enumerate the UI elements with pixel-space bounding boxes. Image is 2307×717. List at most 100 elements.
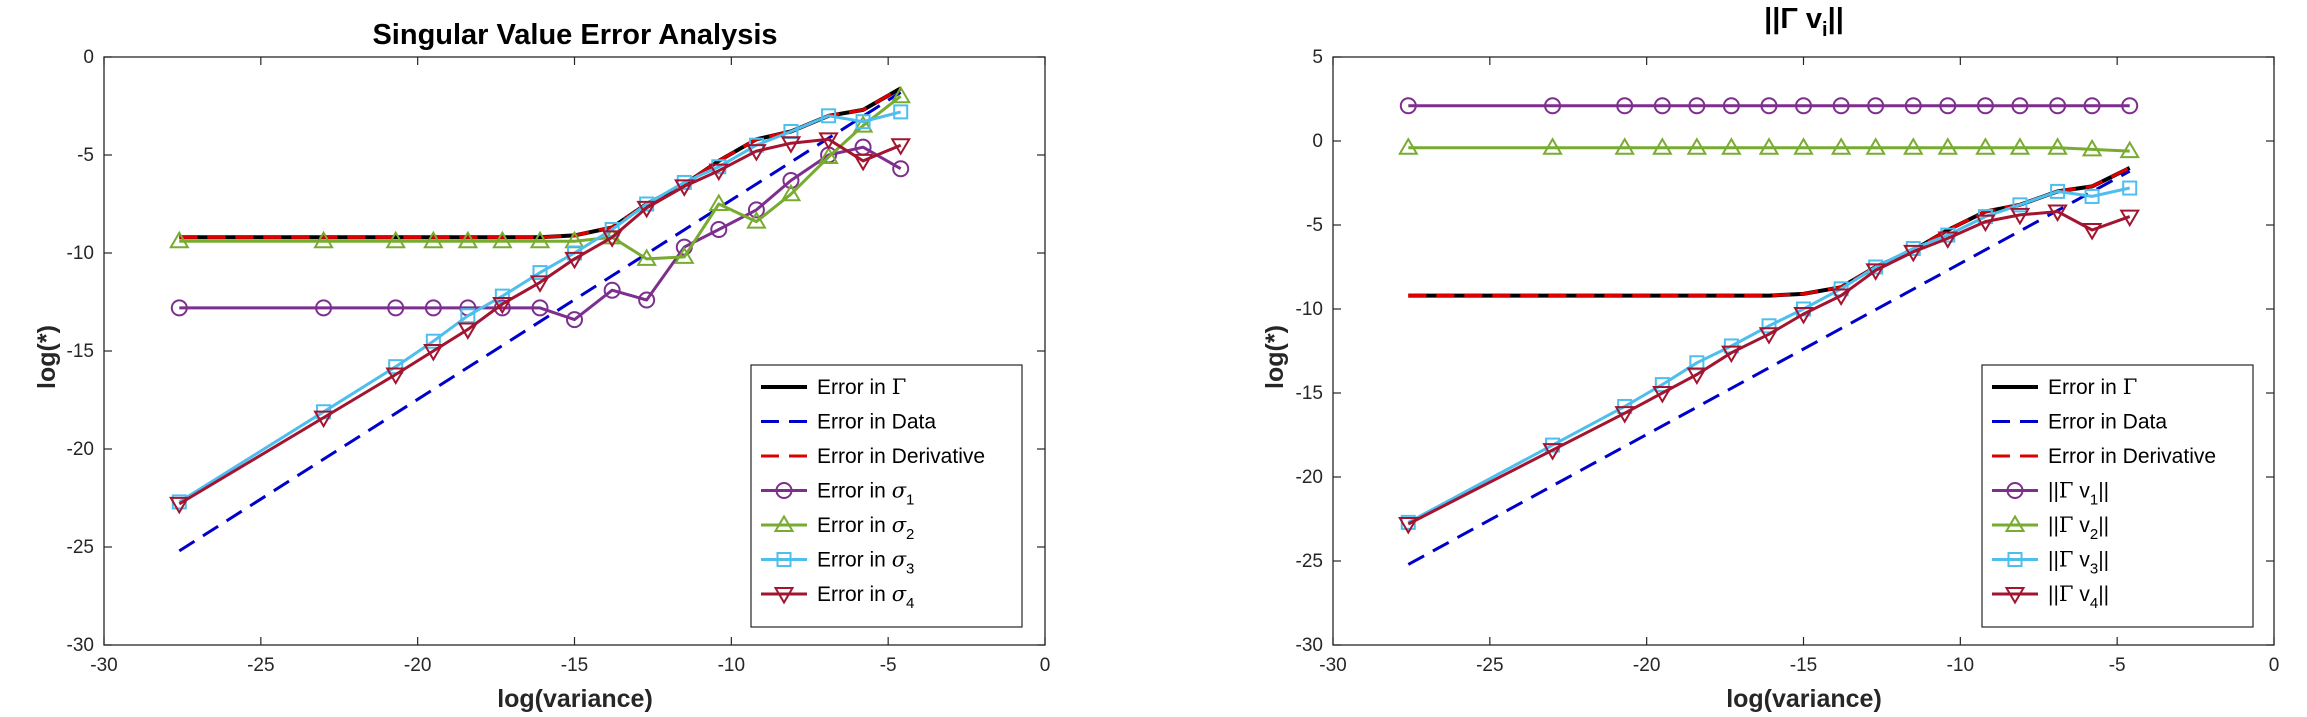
series-6-marker — [460, 308, 476, 324]
legend-label-greek: σ — [892, 513, 907, 537]
legend-right: Error in Γ Error in Data Error in Derivati… — [1981, 364, 2254, 628]
chart-title-left: Singular Value Error Analysis — [372, 19, 777, 51]
series-7-marker — [564, 251, 585, 270]
legend-label-sub: 1 — [2090, 492, 2098, 509]
series-7-marker — [1903, 244, 1924, 263]
legend-label-sub: 3 — [906, 561, 914, 578]
x-tick-label: -10 — [1947, 655, 1974, 676]
series-7-marker — [313, 410, 334, 429]
legend-label-4: Error in σ1 — [817, 479, 914, 509]
series-7-marker — [2119, 209, 2140, 228]
legend-label-greek: Γ — [2123, 375, 2138, 399]
series-5-marker — [1398, 137, 1419, 155]
legend-marker-6 — [776, 552, 792, 567]
series-line-3 — [1408, 166, 2131, 298]
legend-label-1: Error in Γ — [2048, 375, 2137, 399]
series-5-marker — [1614, 137, 1635, 155]
legend-marker-5 — [773, 514, 795, 532]
series-7-marker — [2047, 204, 2068, 223]
series-5-marker — [1721, 137, 1742, 155]
y-tick-label: -20 — [67, 439, 94, 460]
legend-label-greek: Γ — [2059, 479, 2074, 503]
legend-label-main: Error in Data — [2048, 411, 2167, 434]
legend-label-end: || — [2098, 514, 2109, 537]
series-4-marker — [1904, 97, 1922, 115]
series-6-marker — [2050, 183, 2066, 199]
series-line-7 — [178, 137, 902, 506]
series-line-2 — [178, 91, 902, 553]
x-tick-label: -15 — [1790, 655, 1817, 676]
series-7-marker — [1398, 517, 1419, 535]
series-5-marker — [636, 248, 657, 266]
legend-marker-5 — [2004, 514, 2026, 532]
series-4-marker — [1399, 97, 1417, 115]
legend-marker-7 — [773, 587, 795, 605]
series-4-marker — [747, 201, 765, 219]
series-6-marker — [425, 333, 441, 349]
series-7-marker — [780, 136, 802, 154]
series-7-marker — [1937, 231, 1959, 249]
legend-label-main: Error in Derivative — [817, 445, 985, 468]
series-5-marker — [2081, 138, 2103, 157]
series-6-marker — [532, 265, 548, 281]
y-tick-label: -10 — [1296, 299, 1323, 320]
series-6-marker — [2084, 188, 2100, 204]
series-4-marker — [782, 171, 800, 189]
y-tick-label: -5 — [1306, 215, 1323, 236]
chart-panel-right: ||Γ vi|| log(*) log(variance) -30 -25 -20-… — [1261, 3, 2279, 713]
series-5-marker — [708, 193, 730, 211]
legend-label-greek: σ — [892, 582, 907, 606]
series-5-marker — [818, 146, 839, 164]
series-group-right — [1398, 97, 2140, 566]
axis-ticks-right: -30 -25 -20 -15 -10 -5 0 5 0 -5 -10 -15 -20 -25 -30 — [1296, 47, 2280, 676]
series-4-marker — [1616, 97, 1634, 115]
series-7-marker — [1652, 386, 1673, 404]
legend-label-main: || — [2048, 583, 2059, 606]
series-group-left — [169, 85, 911, 553]
series-4-marker — [638, 291, 656, 309]
chart-title-right: ||Γ vi|| — [1764, 3, 1844, 41]
legend-label-after: v — [2074, 549, 2091, 572]
series-5-marker — [1975, 137, 1996, 155]
legend-label-5: ||Γ v2|| — [2048, 513, 2109, 543]
series-6-marker — [2012, 197, 2028, 213]
series-4-marker — [1653, 97, 1671, 115]
series-4-marker — [1688, 97, 1706, 115]
series-7-marker — [818, 132, 839, 150]
legend-label-4: ||Γ v1|| — [2048, 479, 2109, 509]
series-7-marker — [708, 163, 730, 182]
series-7-marker — [457, 322, 479, 340]
series-4-marker — [170, 299, 188, 317]
legend-label-6: ||Γ v3|| — [2048, 548, 2109, 578]
series-4-marker — [1722, 97, 1740, 115]
series-7-marker — [1721, 345, 1742, 364]
x-axis-label-right: log(variance) — [1726, 685, 1882, 713]
series-7-marker — [1614, 406, 1635, 424]
x-tick-label: -10 — [718, 655, 745, 676]
legend-label-3: Error in Derivative — [817, 445, 985, 468]
series-7-marker — [674, 179, 695, 197]
series-5-marker — [2009, 137, 2031, 155]
series-5-marker — [385, 230, 406, 249]
series-4-marker — [1795, 97, 1812, 115]
series-5-marker — [1937, 137, 1959, 155]
y-tick-label: -10 — [67, 243, 94, 264]
series-7-marker — [636, 200, 657, 219]
y-tick-label: 5 — [1312, 47, 1323, 68]
x-tick-label: -20 — [404, 655, 431, 676]
series-5-marker — [1542, 137, 1563, 155]
y-tick-label: -25 — [67, 537, 94, 558]
legend-box-right — [1981, 364, 2254, 628]
series-4-marker — [1832, 97, 1850, 115]
series-5-marker — [529, 230, 551, 249]
legend-label-end: || — [2098, 583, 2109, 606]
series-7-marker — [492, 296, 513, 315]
series-5-marker — [746, 211, 767, 229]
legend-label-2: Error in Data — [2048, 411, 2167, 434]
series-4-marker — [1867, 97, 1885, 115]
y-axis-label-right: log(*) — [1261, 325, 1289, 389]
legend-label-main: Error in — [817, 480, 892, 503]
series-5-marker — [852, 115, 874, 133]
series-5-marker — [780, 183, 802, 202]
